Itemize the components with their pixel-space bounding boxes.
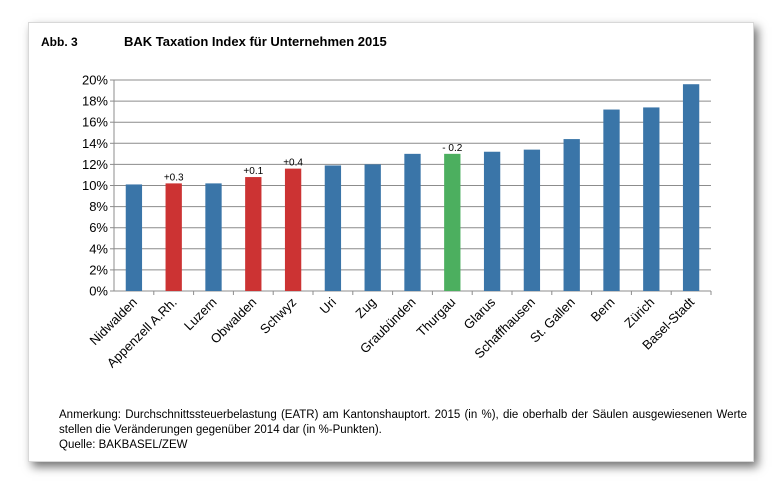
y-tick-label: 8% <box>89 199 108 214</box>
x-tick-label: Appenzell A.Rh. <box>104 295 180 371</box>
chart-title: BAK Taxation Index für Unternehmen 2015 <box>124 34 387 49</box>
bar <box>324 165 342 291</box>
x-tick-label: Zürich <box>621 295 657 331</box>
y-tick-label: 10% <box>82 178 108 193</box>
bar <box>404 153 421 291</box>
x-tick-label: Schwyz <box>257 295 299 337</box>
y-tick-label: 4% <box>89 241 108 256</box>
x-tick-label: Thurgau <box>414 295 459 340</box>
bar-chart: 0%2%4%6%8%10%12%14%16%18%20%Nidwalden+0.… <box>82 73 712 371</box>
bar <box>125 184 143 291</box>
bar <box>483 151 501 291</box>
x-tick-label: Bern <box>588 295 618 325</box>
bar <box>563 139 580 291</box>
bar <box>643 107 660 292</box>
data-label: +0.4 <box>283 158 303 169</box>
y-tick-label: 6% <box>89 220 108 235</box>
bar <box>523 149 541 291</box>
x-tick-label: Uri <box>317 294 339 316</box>
y-tick-label: 14% <box>82 136 108 151</box>
y-tick-label: 0% <box>89 284 108 299</box>
bar <box>603 109 620 291</box>
bar <box>245 177 262 291</box>
y-tick-label: 20% <box>82 73 108 88</box>
x-tick-label: Luzern <box>181 295 220 334</box>
y-tick-label: 18% <box>82 94 108 109</box>
bar <box>284 168 302 291</box>
data-label: +0.1 <box>243 166 263 177</box>
bar <box>165 183 182 291</box>
bar <box>444 153 461 291</box>
y-tick-label: 2% <box>89 262 108 277</box>
figure-label: Abb. 3 <box>41 35 78 49</box>
y-tick-label: 12% <box>82 157 108 172</box>
x-tick-label: Zug <box>352 295 378 321</box>
data-label: - 0.2 <box>442 143 462 154</box>
chart-source: Quelle: BAKBASEL/ZEW <box>59 439 188 451</box>
x-tick-label: Glarus <box>461 294 499 332</box>
y-tick-label: 16% <box>82 115 108 130</box>
chart-footnote: Anmerkung: Durchschnittssteuerbelastung … <box>59 409 747 436</box>
data-label: +0.3 <box>164 172 184 183</box>
figure-card: Abb. 3 BAK Taxation Index für Unternehme… <box>28 22 754 462</box>
bar <box>364 164 381 291</box>
bar <box>682 84 700 291</box>
bar <box>205 183 222 291</box>
